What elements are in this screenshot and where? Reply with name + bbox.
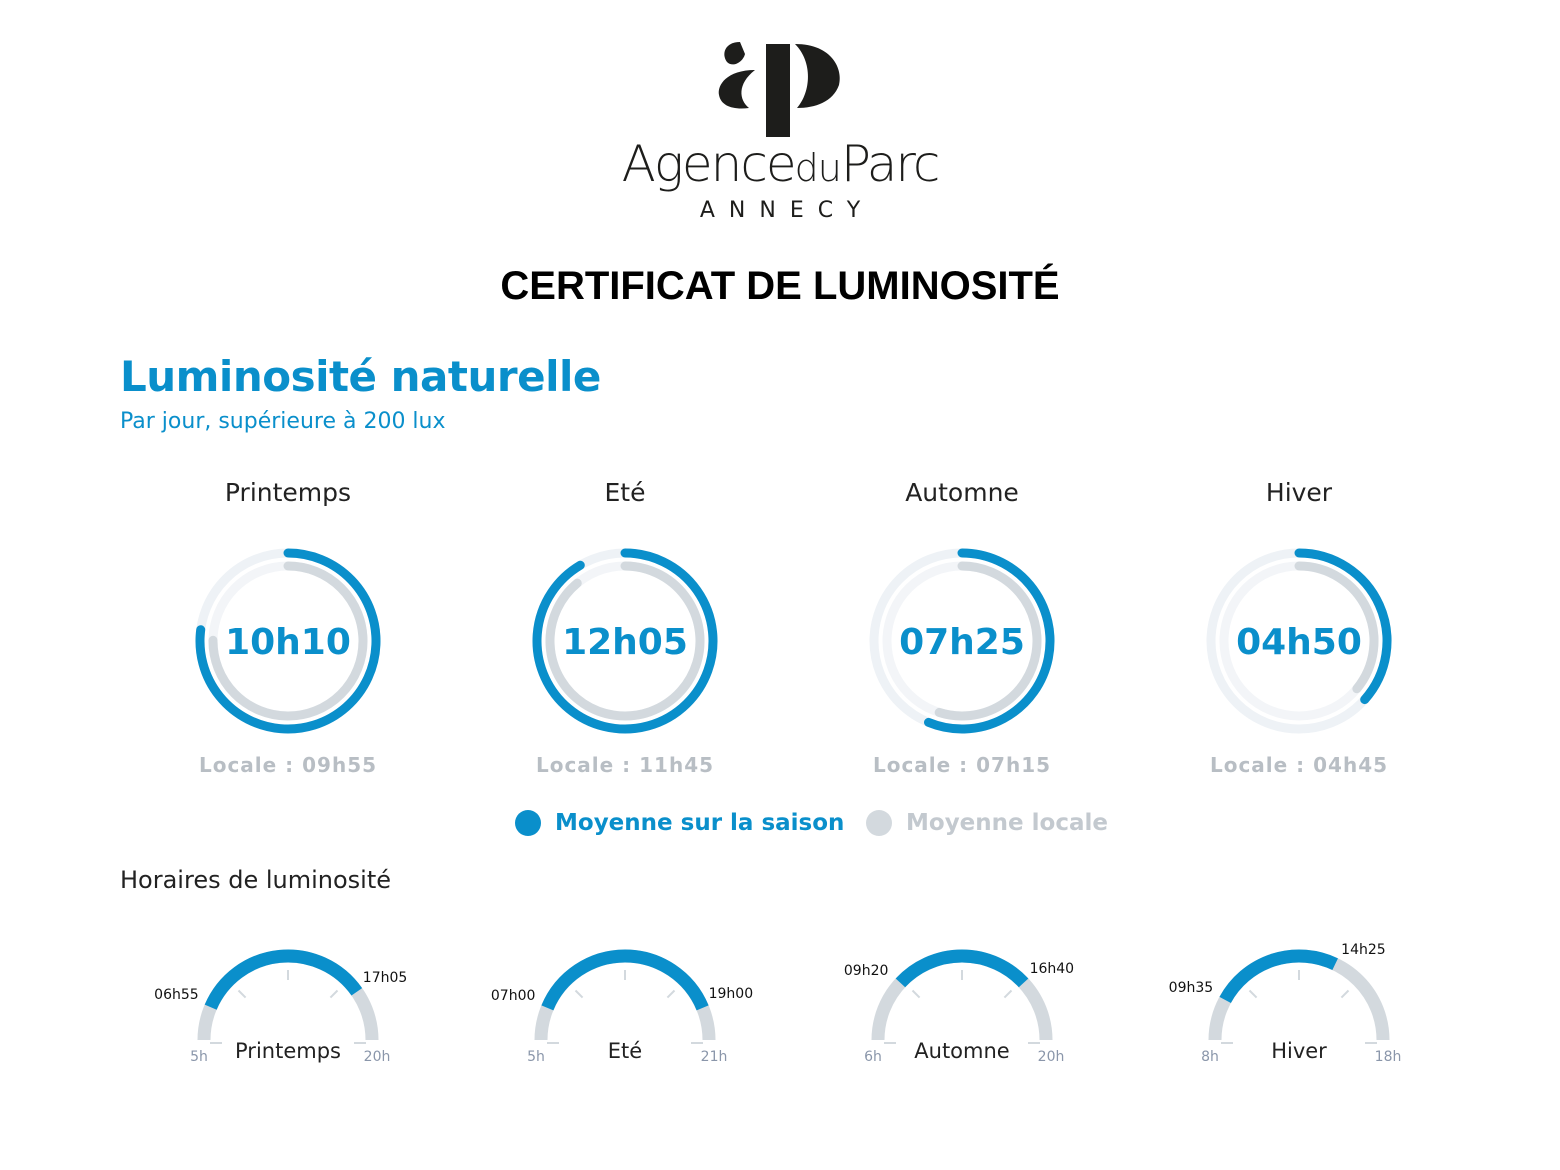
gauge-tick-printemps-2 xyxy=(329,989,339,999)
legend-season-label: Moyenne sur la saison xyxy=(555,810,845,836)
section-subtitle: Par jour, supérieure à 200 lux xyxy=(120,409,446,434)
gauge-tick-eté-2 xyxy=(666,989,676,999)
gauge-tick-hiver-0 xyxy=(1248,989,1258,999)
brand-city: ANNECY xyxy=(699,198,875,223)
gauge-season-label-eté: Eté xyxy=(608,1039,642,1063)
gauge-min-label-automne: 6h xyxy=(864,1049,882,1065)
gauge-track-printemps xyxy=(197,949,379,1041)
gauge-start-label-printemps: 06h55 xyxy=(154,987,199,1003)
gauge-track-automne xyxy=(871,949,1053,1041)
ring-season-arc-printemps xyxy=(195,548,381,734)
gauge-season-label-printemps: Printemps xyxy=(235,1039,341,1063)
brand-name-3: Parc xyxy=(840,135,940,193)
gauge-max-label-automne: 20h xyxy=(1038,1049,1065,1065)
local-value-ete: Locale : 11h45 xyxy=(535,753,715,777)
gauge-track-eté xyxy=(534,949,716,1041)
gauge-max-label-eté: 21h xyxy=(701,1049,728,1065)
ring-season-arc-eté xyxy=(532,548,718,734)
gauge-start-label-automne: 09h20 xyxy=(844,963,889,979)
hours-title: Horaires de luminosité xyxy=(120,866,392,894)
gauge-start-label-eté: 07h00 xyxy=(491,988,536,1004)
section-title: Luminosité naturelle xyxy=(120,352,601,401)
ring-local-arc-hiver xyxy=(1294,561,1379,694)
gauge-min-label-eté: 5h xyxy=(527,1049,545,1065)
ring-value-printemps: 10h10 xyxy=(225,622,351,663)
ring-value-hiver: 04h50 xyxy=(1236,622,1362,663)
gauge-max-label-hiver: 18h xyxy=(1375,1049,1402,1065)
season-label-hiver: Hiver xyxy=(1265,478,1333,507)
gauge-end-label-printemps: 17h05 xyxy=(363,970,408,986)
local-value-automne: Locale : 07h15 xyxy=(872,753,1052,777)
gauge-daylight-arc-hiver xyxy=(1219,949,1338,1004)
document-title: CERTIFICAT DE LUMINOSITÉ xyxy=(500,264,1060,308)
logo-monogram xyxy=(718,42,840,137)
local-value-hiver: Locale : 04h45 xyxy=(1209,753,1389,777)
gauge-tick-hiver-2 xyxy=(1340,989,1350,999)
ring-local-arc-printemps xyxy=(208,561,368,721)
gauge-season-label-automne: Automne xyxy=(914,1039,1009,1063)
ring-season-arc-automne xyxy=(924,548,1055,734)
gauge-daylight-arc-eté xyxy=(541,949,709,1011)
schedule-gauges: 5h 20h Printemps 06h55 17h05 5h 21h Eté 07h00 19h… xyxy=(154,942,1402,1065)
ring-value-automne: 07h25 xyxy=(899,622,1025,663)
gauge-end-label-hiver: 14h25 xyxy=(1341,942,1386,958)
legend-local: Moyenne locale xyxy=(866,810,1108,836)
gauge-tick-eté-0 xyxy=(574,989,584,999)
ring-season-arc-hiver xyxy=(1294,548,1392,705)
gauge-tick-printemps-0 xyxy=(237,989,247,999)
gauge-season-label-hiver: Hiver xyxy=(1271,1039,1327,1063)
legend-local-label: Moyenne locale xyxy=(906,810,1108,836)
gauge-tick-automne-0 xyxy=(911,989,921,999)
ring-local-arc-automne xyxy=(934,561,1042,721)
season-rings: 10h10 12h05 07h25 04h50 xyxy=(195,548,1392,734)
gauge-end-label-automne: 16h40 xyxy=(1030,961,1075,977)
brand-name: AgenceduParc xyxy=(0,135,1560,193)
gauge-min-label-hiver: 8h xyxy=(1201,1049,1219,1065)
legend-season-dot-icon xyxy=(515,810,541,836)
season-label-ete: Eté xyxy=(604,478,646,507)
legend-local-dot-icon xyxy=(866,810,892,836)
season-label-automne: Automne xyxy=(905,478,1019,507)
gauge-tick-automne-2 xyxy=(1003,989,1013,999)
gauge-min-label-printemps: 5h xyxy=(190,1049,208,1065)
gauge-daylight-arc-printemps xyxy=(204,949,363,1010)
gauge-track-hiver xyxy=(1208,949,1390,1041)
season-label-printemps: Printemps xyxy=(224,478,352,507)
brand-name-2: du xyxy=(794,146,842,190)
legend-season: Moyenne sur la saison xyxy=(515,810,844,836)
gauge-start-label-hiver: 09h35 xyxy=(1169,980,1214,996)
gauge-max-label-printemps: 20h xyxy=(364,1049,391,1065)
gauge-end-label-eté: 19h00 xyxy=(709,986,754,1002)
brand-name-1: Agence xyxy=(621,135,797,193)
local-value-printemps: Locale : 09h55 xyxy=(198,753,378,777)
ring-value-eté: 12h05 xyxy=(562,622,688,663)
ring-local-arc-eté xyxy=(545,561,705,721)
gauge-daylight-arc-automne xyxy=(895,949,1029,988)
